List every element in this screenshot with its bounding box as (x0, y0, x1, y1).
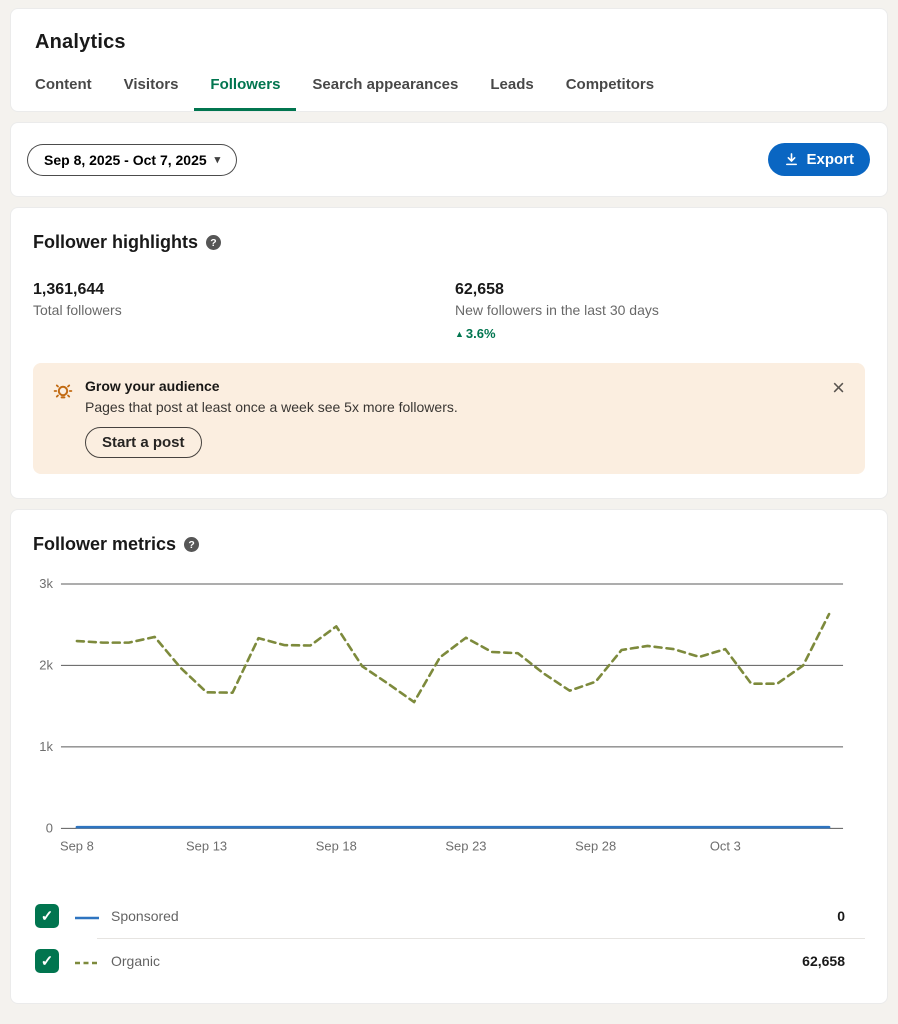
stat-delta-badge: ▲ 3.6% (455, 326, 865, 341)
svg-text:Sep 28: Sep 28 (575, 838, 616, 853)
tab-content[interactable]: Content (35, 76, 92, 93)
banner-text: Pages that post at least once a week see… (85, 399, 458, 415)
svg-text:Oct 3: Oct 3 (710, 838, 741, 853)
stat-new-followers: 62,658 New followers in the last 30 days… (455, 281, 865, 341)
export-button[interactable]: Export (768, 143, 870, 176)
divider (97, 938, 865, 940)
svg-text:3k: 3k (39, 576, 53, 591)
legend-label: Sponsored (111, 908, 179, 925)
help-icon[interactable]: ? (206, 235, 221, 250)
stat-label: New followers in the last 30 days (455, 302, 659, 318)
follower-metrics-card: Follower metrics ? 0 1k 2k 3k Sep 8 Sep 13 Sep… (10, 509, 888, 1005)
legend-row-organic[interactable]: ✓ Organic 62,658 (33, 939, 865, 983)
stat-value: 62,658 (455, 281, 504, 298)
tab-competitors[interactable]: Competitors (565, 76, 655, 93)
download-icon (784, 152, 799, 167)
follower-metrics-title: Follower metrics (33, 534, 177, 554)
analytics-tabs: Content Visitors Followers Search appear… (11, 66, 887, 111)
tab-search-appearances[interactable]: Search appearances (312, 76, 459, 93)
svg-text:Sep 23: Sep 23 (445, 838, 486, 853)
highlight-stats: 1,361,644 Total followers 62,658 New fol… (33, 281, 865, 341)
legend-value: 0 (837, 908, 845, 925)
stat-label: Total followers (33, 302, 122, 318)
help-icon[interactable]: ? (184, 537, 200, 552)
follower-highlights-card: Follower highlights ? 1,361,644 Total fo… (10, 207, 888, 499)
sponsored-line-swatch (75, 907, 99, 925)
tab-followers[interactable]: Followers (194, 66, 297, 111)
banner-title: Grow your audience (85, 378, 220, 394)
organic-line-swatch (75, 952, 99, 970)
tab-leads[interactable]: Leads (490, 76, 534, 93)
tab-visitors[interactable]: Visitors (123, 76, 179, 93)
page-title: Analytics (35, 31, 126, 53)
analytics-header-card: Analytics Content Visitors Followers Sea… (10, 8, 888, 112)
svg-text:1k: 1k (39, 739, 53, 754)
start-a-post-button[interactable]: Start a post (85, 427, 202, 458)
follower-metrics-chart: 0 1k 2k 3k Sep 8 Sep 13 Sep 18 Sep 23 Sep 28 Oct … (33, 569, 865, 870)
lightbulb-icon (51, 380, 75, 404)
arrow-up-icon: ▲ (455, 328, 464, 339)
grow-audience-banner: Grow your audience Pages that post at le… (33, 363, 865, 474)
chart-legend: ✓ Sponsored 0 ✓ Organic 62,658 (33, 894, 865, 983)
svg-text:0: 0 (46, 820, 53, 835)
export-label: Export (806, 151, 854, 168)
svg-text:Sep 8: Sep 8 (60, 838, 94, 853)
legend-label: Organic (111, 953, 161, 970)
svg-text:Sep 13: Sep 13 (186, 838, 227, 853)
delta-value: 3.6% (465, 326, 496, 341)
date-range-label: Sep 8, 2025 - Oct 7, 2025 (44, 151, 207, 168)
svg-text:Sep 18: Sep 18 (316, 838, 357, 853)
line-chart-canvas: 0 1k 2k 3k Sep 8 Sep 13 Sep 18 Sep 23 Sep 28 Oct … (39, 576, 844, 853)
checkbox-checked-icon[interactable]: ✓ (35, 949, 59, 974)
legend-value: 62,658 (802, 953, 845, 970)
toolbar-card: Sep 8, 2025 - Oct 7, 2025 ▾ Export (10, 122, 888, 197)
follower-highlights-title: Follower highlights (33, 232, 198, 252)
svg-text:2k: 2k (39, 657, 53, 672)
chevron-down-icon: ▾ (214, 154, 221, 166)
close-icon[interactable]: × (828, 377, 849, 399)
stat-value: 1,361,644 (33, 281, 105, 298)
legend-row-sponsored[interactable]: ✓ Sponsored 0 (33, 894, 865, 938)
date-range-dropdown[interactable]: Sep 8, 2025 - Oct 7, 2025 ▾ (27, 143, 238, 176)
stat-total-followers: 1,361,644 Total followers (33, 281, 455, 341)
checkbox-checked-icon[interactable]: ✓ (35, 904, 59, 929)
